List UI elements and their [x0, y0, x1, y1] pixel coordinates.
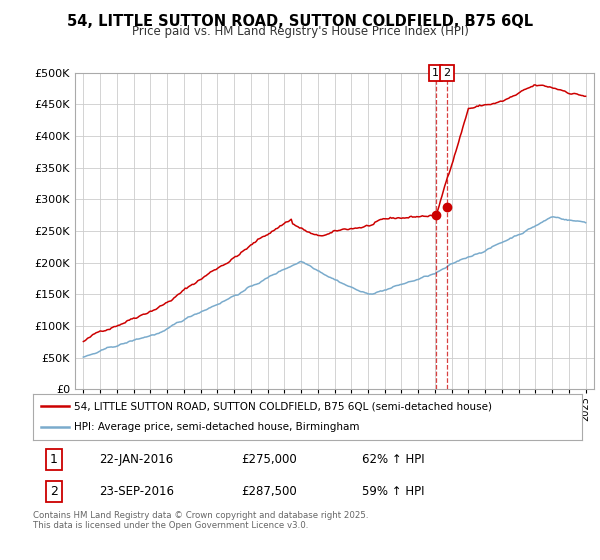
Text: 54, LITTLE SUTTON ROAD, SUTTON COLDFIELD, B75 6QL (semi-detached house): 54, LITTLE SUTTON ROAD, SUTTON COLDFIELD… [74, 401, 492, 411]
Text: 59% ↑ HPI: 59% ↑ HPI [362, 484, 425, 498]
Text: £275,000: £275,000 [242, 453, 298, 466]
Text: 1: 1 [50, 453, 58, 466]
Text: HPI: Average price, semi-detached house, Birmingham: HPI: Average price, semi-detached house,… [74, 422, 359, 432]
Text: Contains HM Land Registry data © Crown copyright and database right 2025.
This d: Contains HM Land Registry data © Crown c… [33, 511, 368, 530]
Text: 1: 1 [432, 68, 439, 78]
Text: 62% ↑ HPI: 62% ↑ HPI [362, 453, 425, 466]
Text: 2: 2 [443, 68, 451, 78]
Text: £287,500: £287,500 [242, 484, 298, 498]
Text: 23-SEP-2016: 23-SEP-2016 [99, 484, 174, 498]
Text: Price paid vs. HM Land Registry's House Price Index (HPI): Price paid vs. HM Land Registry's House … [131, 25, 469, 38]
Text: 2: 2 [50, 484, 58, 498]
Text: 22-JAN-2016: 22-JAN-2016 [99, 453, 173, 466]
Text: 54, LITTLE SUTTON ROAD, SUTTON COLDFIELD, B75 6QL: 54, LITTLE SUTTON ROAD, SUTTON COLDFIELD… [67, 14, 533, 29]
